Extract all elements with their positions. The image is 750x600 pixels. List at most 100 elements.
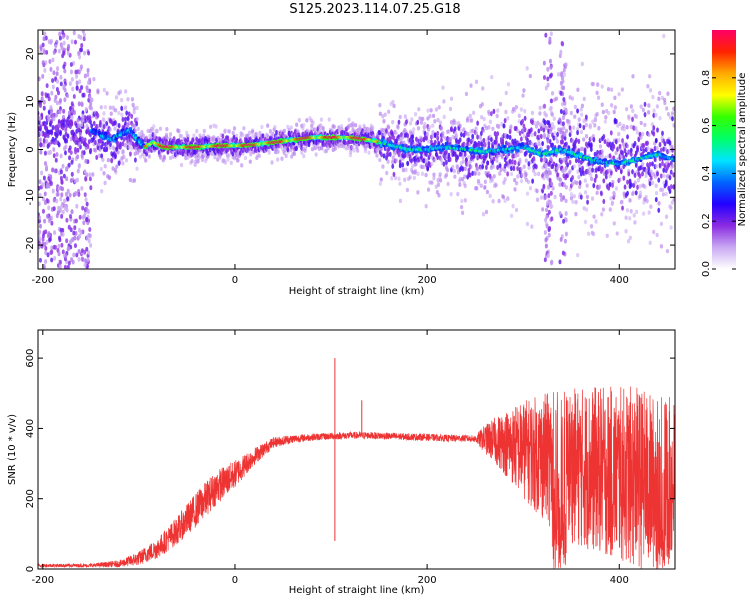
heatmap-haze-cell (613, 95, 617, 101)
heatmap-noise-cell (558, 259, 562, 265)
heatmap-noise-cell (70, 114, 74, 120)
heatmap-cell (492, 156, 496, 162)
heatmap-cell (489, 111, 493, 117)
heatmap-haze-cell (618, 177, 622, 182)
heatmap-haze-cell (557, 163, 561, 169)
heatmap-haze-cell (391, 99, 395, 105)
heatmap-noise-cell (69, 69, 73, 75)
heatmap-haze-cell (453, 174, 457, 179)
heatmap-haze-cell (635, 130, 639, 135)
heatmap-haze-cell (394, 130, 398, 136)
heatmap-haze-cell (109, 111, 113, 116)
heatmap-haze-cell (522, 164, 526, 169)
heatmap-noise-cell (40, 170, 44, 176)
heatmap-noise-cell (40, 96, 44, 102)
heatmap-noise-cell (85, 246, 89, 252)
heatmap-haze-cell (479, 114, 484, 120)
heatmap-haze-cell (417, 107, 421, 112)
heatmap-noise-cell (542, 75, 546, 80)
heatmap-cell (172, 136, 176, 142)
heatmap-haze-cell (130, 97, 135, 102)
heatmap-cell (275, 129, 278, 136)
heatmap-noise-cell (548, 39, 552, 45)
heatmap-noise-cell (45, 83, 49, 89)
heatmap-haze-cell (165, 126, 169, 132)
heatmap-cell (574, 157, 578, 164)
heatmap-haze-cell (292, 151, 296, 156)
heatmap-noise-cell (64, 144, 68, 150)
heatmap-noise-cell (76, 154, 80, 160)
heatmap-cell (622, 175, 626, 181)
heatmap-noise-cell (85, 263, 89, 269)
heatmap-cell (649, 175, 653, 181)
heatmap-noise-cell (64, 131, 68, 137)
heatmap-noise-cell (45, 125, 49, 131)
heatmap-cell (571, 174, 574, 181)
heatmap-cell (382, 153, 386, 159)
heatmap-noise-cell (543, 257, 547, 263)
heatmap-haze-cell (113, 126, 117, 131)
heatmap-cell (51, 124, 55, 131)
heatmap-haze-cell (452, 168, 456, 174)
heatmap-haze-cell (468, 113, 472, 119)
heatmap-haze-cell (99, 105, 103, 110)
heatmap-haze-cell (320, 146, 324, 151)
heatmap-haze-cell (601, 207, 605, 212)
heatmap-cell (641, 171, 644, 177)
heatmap-noise-cell (65, 207, 69, 213)
heatmap-cell (181, 151, 185, 157)
heatmap-cell (445, 149, 448, 155)
heatmap-cell (416, 119, 420, 125)
heatmap-cell (42, 120, 46, 126)
heatmap-haze-cell (585, 183, 589, 188)
heatmap-noise-cell (559, 237, 563, 242)
heatmap-noise-cell (63, 264, 67, 269)
heatmap-noise-cell (42, 105, 46, 111)
heatmap-noise-cell (79, 229, 83, 235)
heatmap-noise-cell (49, 174, 53, 180)
heatmap-haze-cell (248, 159, 252, 164)
heatmap-haze-cell (564, 128, 569, 134)
heatmap-noise-cell (38, 115, 42, 121)
heatmap-haze-cell (497, 198, 501, 204)
heatmap-haze-cell (381, 114, 385, 119)
heatmap-noise-cell (55, 126, 59, 132)
heatmap-haze-cell (490, 178, 494, 183)
heatmap-cell (568, 159, 572, 165)
heatmap-haze-cell (108, 127, 112, 133)
heatmap-noise-cell (559, 72, 563, 78)
heatmap-noise-cell (47, 205, 51, 211)
heatmap-haze-cell (165, 135, 169, 141)
heatmap-noise-cell (83, 169, 87, 175)
heatmap-haze-cell (447, 129, 451, 134)
heatmap-haze-cell (533, 121, 537, 126)
heatmap-haze-cell (367, 150, 371, 155)
heatmap-noise-cell (43, 31, 47, 37)
heatmap-haze-cell (456, 191, 460, 197)
heatmap-haze-cell (311, 120, 315, 125)
heatmap-noise-cell (38, 192, 42, 198)
heatmap-cell (425, 135, 428, 141)
heatmap-cell (475, 142, 478, 148)
heatmap-cell (631, 116, 634, 122)
heatmap-haze-cell (385, 170, 389, 176)
heatmap-haze-cell (414, 161, 418, 167)
heatmap-haze-cell (241, 132, 245, 138)
heatmap-haze-cell (600, 149, 605, 154)
heatmap-noise-cell (564, 62, 568, 68)
heatmap-cell (127, 111, 131, 117)
heatmap-cell (453, 126, 457, 132)
heatmap-noise-cell (549, 65, 553, 70)
heatmap-haze-cell (646, 146, 650, 151)
heatmap-haze-cell (636, 178, 641, 183)
heatmap-haze-cell (458, 182, 462, 187)
heatmap-cell (422, 158, 426, 164)
heatmap-haze-cell (439, 126, 443, 131)
heatmap-haze-cell (401, 135, 405, 140)
heatmap-noise-cell (564, 175, 568, 181)
heatmap-haze-cell (517, 113, 521, 119)
heatmap-noise-cell (44, 259, 48, 264)
heatmap-noise-cell (60, 213, 64, 219)
heatmap-noise-cell (43, 133, 47, 139)
heatmap-cell (591, 167, 594, 173)
